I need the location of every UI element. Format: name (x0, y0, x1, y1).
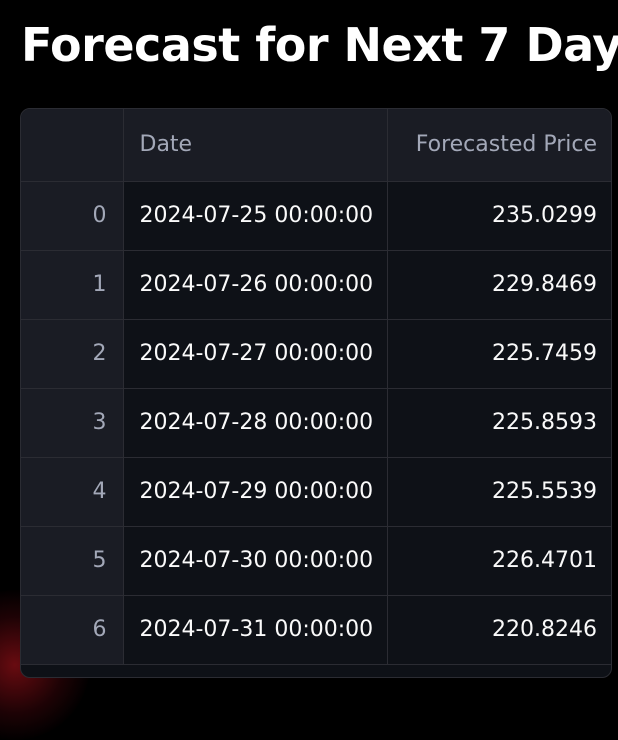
row-index[interactable]: 2 (21, 319, 124, 389)
forecasted-price-cell[interactable]: 226.4701 (387, 526, 611, 596)
row-index[interactable]: 3 (21, 388, 124, 458)
forecasted-price-cell[interactable]: 229.8469 (387, 250, 611, 320)
forecasted-price-cell[interactable]: 225.7459 (387, 319, 611, 389)
page-title: Forecast for Next 7 Days (21, 18, 618, 72)
date-cell[interactable]: 2024-07-31 00:00:00 (123, 595, 388, 665)
date-cell[interactable]: 2024-07-30 00:00:00 (123, 526, 388, 596)
date-cell[interactable]: 2024-07-26 00:00:00 (123, 250, 388, 320)
date-cell[interactable]: 2024-07-25 00:00:00 (123, 181, 388, 251)
header-row: Date Forecasted Price (21, 109, 611, 182)
row-index[interactable]: 4 (21, 457, 124, 527)
table-row: 2 2024-07-27 00:00:00 225.7459 (21, 319, 611, 389)
row-index[interactable]: 1 (21, 250, 124, 320)
table-row: 4 2024-07-29 00:00:00 225.5539 (21, 457, 611, 527)
row-index[interactable]: 0 (21, 181, 124, 251)
forecasted-price-cell[interactable]: 225.5539 (387, 457, 611, 527)
row-index[interactable]: 6 (21, 595, 124, 665)
row-index[interactable]: 5 (21, 526, 124, 596)
date-cell[interactable]: 2024-07-29 00:00:00 (123, 457, 388, 527)
forecast-data-grid: Date Forecasted Price 0 2024-07-25 00:00… (21, 109, 611, 665)
date-cell[interactable]: 2024-07-27 00:00:00 (123, 319, 388, 389)
date-cell[interactable]: 2024-07-28 00:00:00 (123, 388, 388, 458)
table-row: 0 2024-07-25 00:00:00 235.0299 (21, 181, 611, 251)
forecasted-price-cell[interactable]: 225.8593 (387, 388, 611, 458)
forecast-table[interactable]: Date Forecasted Price 0 2024-07-25 00:00… (20, 108, 612, 678)
table-row: 5 2024-07-30 00:00:00 226.4701 (21, 526, 611, 596)
column-header-index[interactable] (21, 109, 124, 182)
table-row: 1 2024-07-26 00:00:00 229.8469 (21, 250, 611, 320)
table-row: 3 2024-07-28 00:00:00 225.8593 (21, 388, 611, 458)
column-header-date[interactable]: Date (123, 109, 388, 182)
forecasted-price-cell[interactable]: 220.8246 (387, 595, 611, 665)
forecasted-price-cell[interactable]: 235.0299 (387, 181, 611, 251)
column-header-forecasted-price[interactable]: Forecasted Price (387, 109, 611, 182)
table-row: 6 2024-07-31 00:00:00 220.8246 (21, 595, 611, 665)
